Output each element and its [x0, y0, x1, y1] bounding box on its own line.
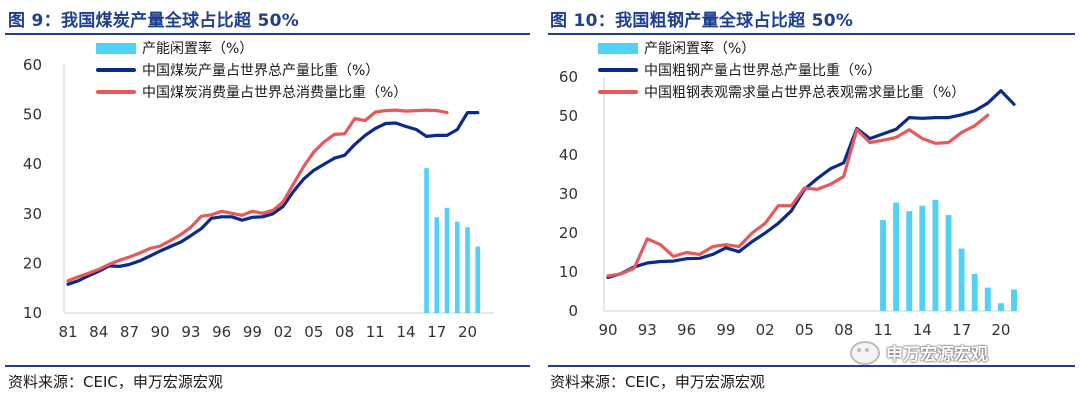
watermark-text: 申万宏源宏观 — [886, 345, 988, 365]
legend-label: 产能闲置率（%） — [142, 41, 254, 57]
bar — [444, 207, 450, 313]
bar — [893, 202, 900, 311]
bar — [475, 246, 481, 313]
y-tick-label: 30 — [559, 185, 578, 203]
y-tick-label: 20 — [559, 224, 578, 242]
coal-share-chart: 10 20 30 40 50 60 81 84 87 90 93 96 99 02 05 08 11 14 17 20 — [23, 56, 494, 341]
series-line — [66, 108, 449, 283]
legend-swatch-line — [598, 90, 638, 94]
legend-item-series-2: 中国煤炭消费量占世界总消费量比重（%） — [96, 81, 407, 103]
legend-swatch-line — [598, 68, 638, 72]
y-tick-label: 50 — [23, 106, 42, 124]
bar — [906, 211, 913, 311]
x-tick-label: 87 — [120, 323, 139, 341]
x-tick-label: 11 — [366, 323, 385, 341]
legend-swatch-line — [96, 68, 136, 72]
bar — [919, 205, 926, 311]
series-line — [66, 110, 480, 286]
top-rule — [548, 33, 1075, 35]
figure-10: 图 10：我国粗钢产量全球占比超 50% 0 10 20 30 40 50 60 90 93 96… — [540, 0, 1080, 400]
x-tick-label: 90 — [598, 321, 617, 339]
x-tick-label: 11 — [873, 321, 892, 339]
legend-swatch-bar — [598, 42, 638, 54]
y-tick-label: 0 — [568, 302, 578, 320]
y-tick-label: 20 — [23, 254, 42, 272]
bar — [1011, 289, 1017, 311]
x-tick-label: 02 — [274, 323, 293, 341]
legend-swatch-line — [96, 90, 136, 94]
x-tick-label: 20 — [458, 323, 477, 341]
bar — [434, 217, 440, 313]
bar — [880, 220, 886, 311]
x-tick-label: 08 — [335, 323, 354, 341]
legend-label: 中国煤炭消费量占世界总消费量比重（%） — [142, 85, 408, 101]
y-tick-label: 10 — [23, 304, 42, 322]
bar — [932, 199, 939, 311]
source-note: 资料来源：CEIC，申万宏源宏观 — [550, 373, 765, 391]
x-tick-label: 96 — [677, 321, 696, 339]
legend-item-bars: 产能闲置率（%） — [96, 37, 407, 59]
bar — [971, 273, 978, 311]
x-tick-label: 99 — [243, 323, 262, 341]
x-tick-label: 96 — [212, 323, 231, 341]
figure-title: 图 10：我国粗钢产量全球占比超 50% — [550, 11, 854, 31]
legend: 产能闲置率（%） 中国粗钢产量占世界总产量比重（%） 中国粗钢表观需求量占世界总… — [598, 37, 965, 103]
legend-label: 产能闲置率（%） — [644, 41, 756, 57]
bar — [997, 303, 1004, 311]
bar — [454, 221, 460, 313]
legend-label: 中国粗钢表观需求量占世界总表观需求量比重（%） — [644, 85, 966, 101]
bar — [958, 248, 965, 311]
x-tick-label: 17 — [427, 323, 446, 341]
legend-label: 中国粗钢产量占世界总产量比重（%） — [644, 63, 882, 79]
source-note: 资料来源：CEIC，申万宏源宏观 — [8, 373, 223, 391]
x-tick-label: 17 — [952, 321, 971, 339]
x-tick-label: 20 — [991, 321, 1010, 339]
x-tick-label: 08 — [834, 321, 853, 339]
x-tick-label: 81 — [58, 323, 77, 341]
x-tick-label: 05 — [795, 321, 814, 339]
wechat-icon — [850, 340, 880, 365]
bottom-rule — [5, 365, 530, 367]
y-tick-label: 60 — [559, 68, 578, 86]
bar — [984, 287, 991, 311]
x-tick-label: 05 — [304, 323, 323, 341]
x-tick-label: 02 — [756, 321, 775, 339]
legend: 产能闲置率（%） 中国煤炭产量占世界总产量比重（%） 中国煤炭消费量占世界总消费… — [96, 37, 407, 103]
figure-9: 图 9：我国煤炭产量全球占比超 50% 10 20 30 40 50 60 81 84 87 90… — [5, 11, 530, 391]
y-tick-label: 30 — [23, 205, 42, 223]
bar — [945, 215, 952, 311]
x-tick-label: 14 — [397, 323, 416, 341]
y-tick-label: 40 — [23, 155, 42, 173]
x-tick-label: 90 — [151, 323, 170, 341]
x-tick-label: 93 — [181, 323, 200, 341]
bar — [424, 168, 429, 313]
x-tick-label: 84 — [89, 323, 108, 341]
legend-item-series-2: 中国粗钢表观需求量占世界总表观需求量比重（%） — [598, 81, 965, 103]
watermark: 申万宏源宏观 — [850, 340, 988, 365]
y-tick-label: 60 — [23, 56, 42, 74]
steel-share-chart: 0 10 20 30 40 50 60 90 93 96 99 02 05 08 11 14 17 20 — [559, 68, 1020, 339]
series-line — [606, 113, 990, 278]
legend-swatch-bar — [96, 42, 136, 54]
legend-item-series-1: 中国煤炭产量占世界总产量比重（%） — [96, 59, 407, 81]
y-tick-label: 40 — [559, 146, 578, 164]
bar — [465, 227, 470, 313]
x-tick-label: 99 — [716, 321, 735, 339]
x-tick-label: 14 — [913, 321, 932, 339]
y-tick-label: 50 — [559, 107, 578, 125]
y-tick-label: 10 — [559, 263, 578, 281]
legend-label: 中国煤炭产量占世界总产量比重（%） — [142, 63, 380, 79]
top-rule — [5, 33, 530, 35]
series-line — [606, 89, 1016, 280]
x-tick-label: 93 — [638, 321, 657, 339]
bottom-rule — [548, 365, 1075, 367]
legend-item-bars: 产能闲置率（%） — [598, 37, 965, 59]
legend-item-series-1: 中国粗钢产量占世界总产量比重（%） — [598, 59, 965, 81]
figure-title: 图 9：我国煤炭产量全球占比超 50% — [8, 11, 300, 31]
